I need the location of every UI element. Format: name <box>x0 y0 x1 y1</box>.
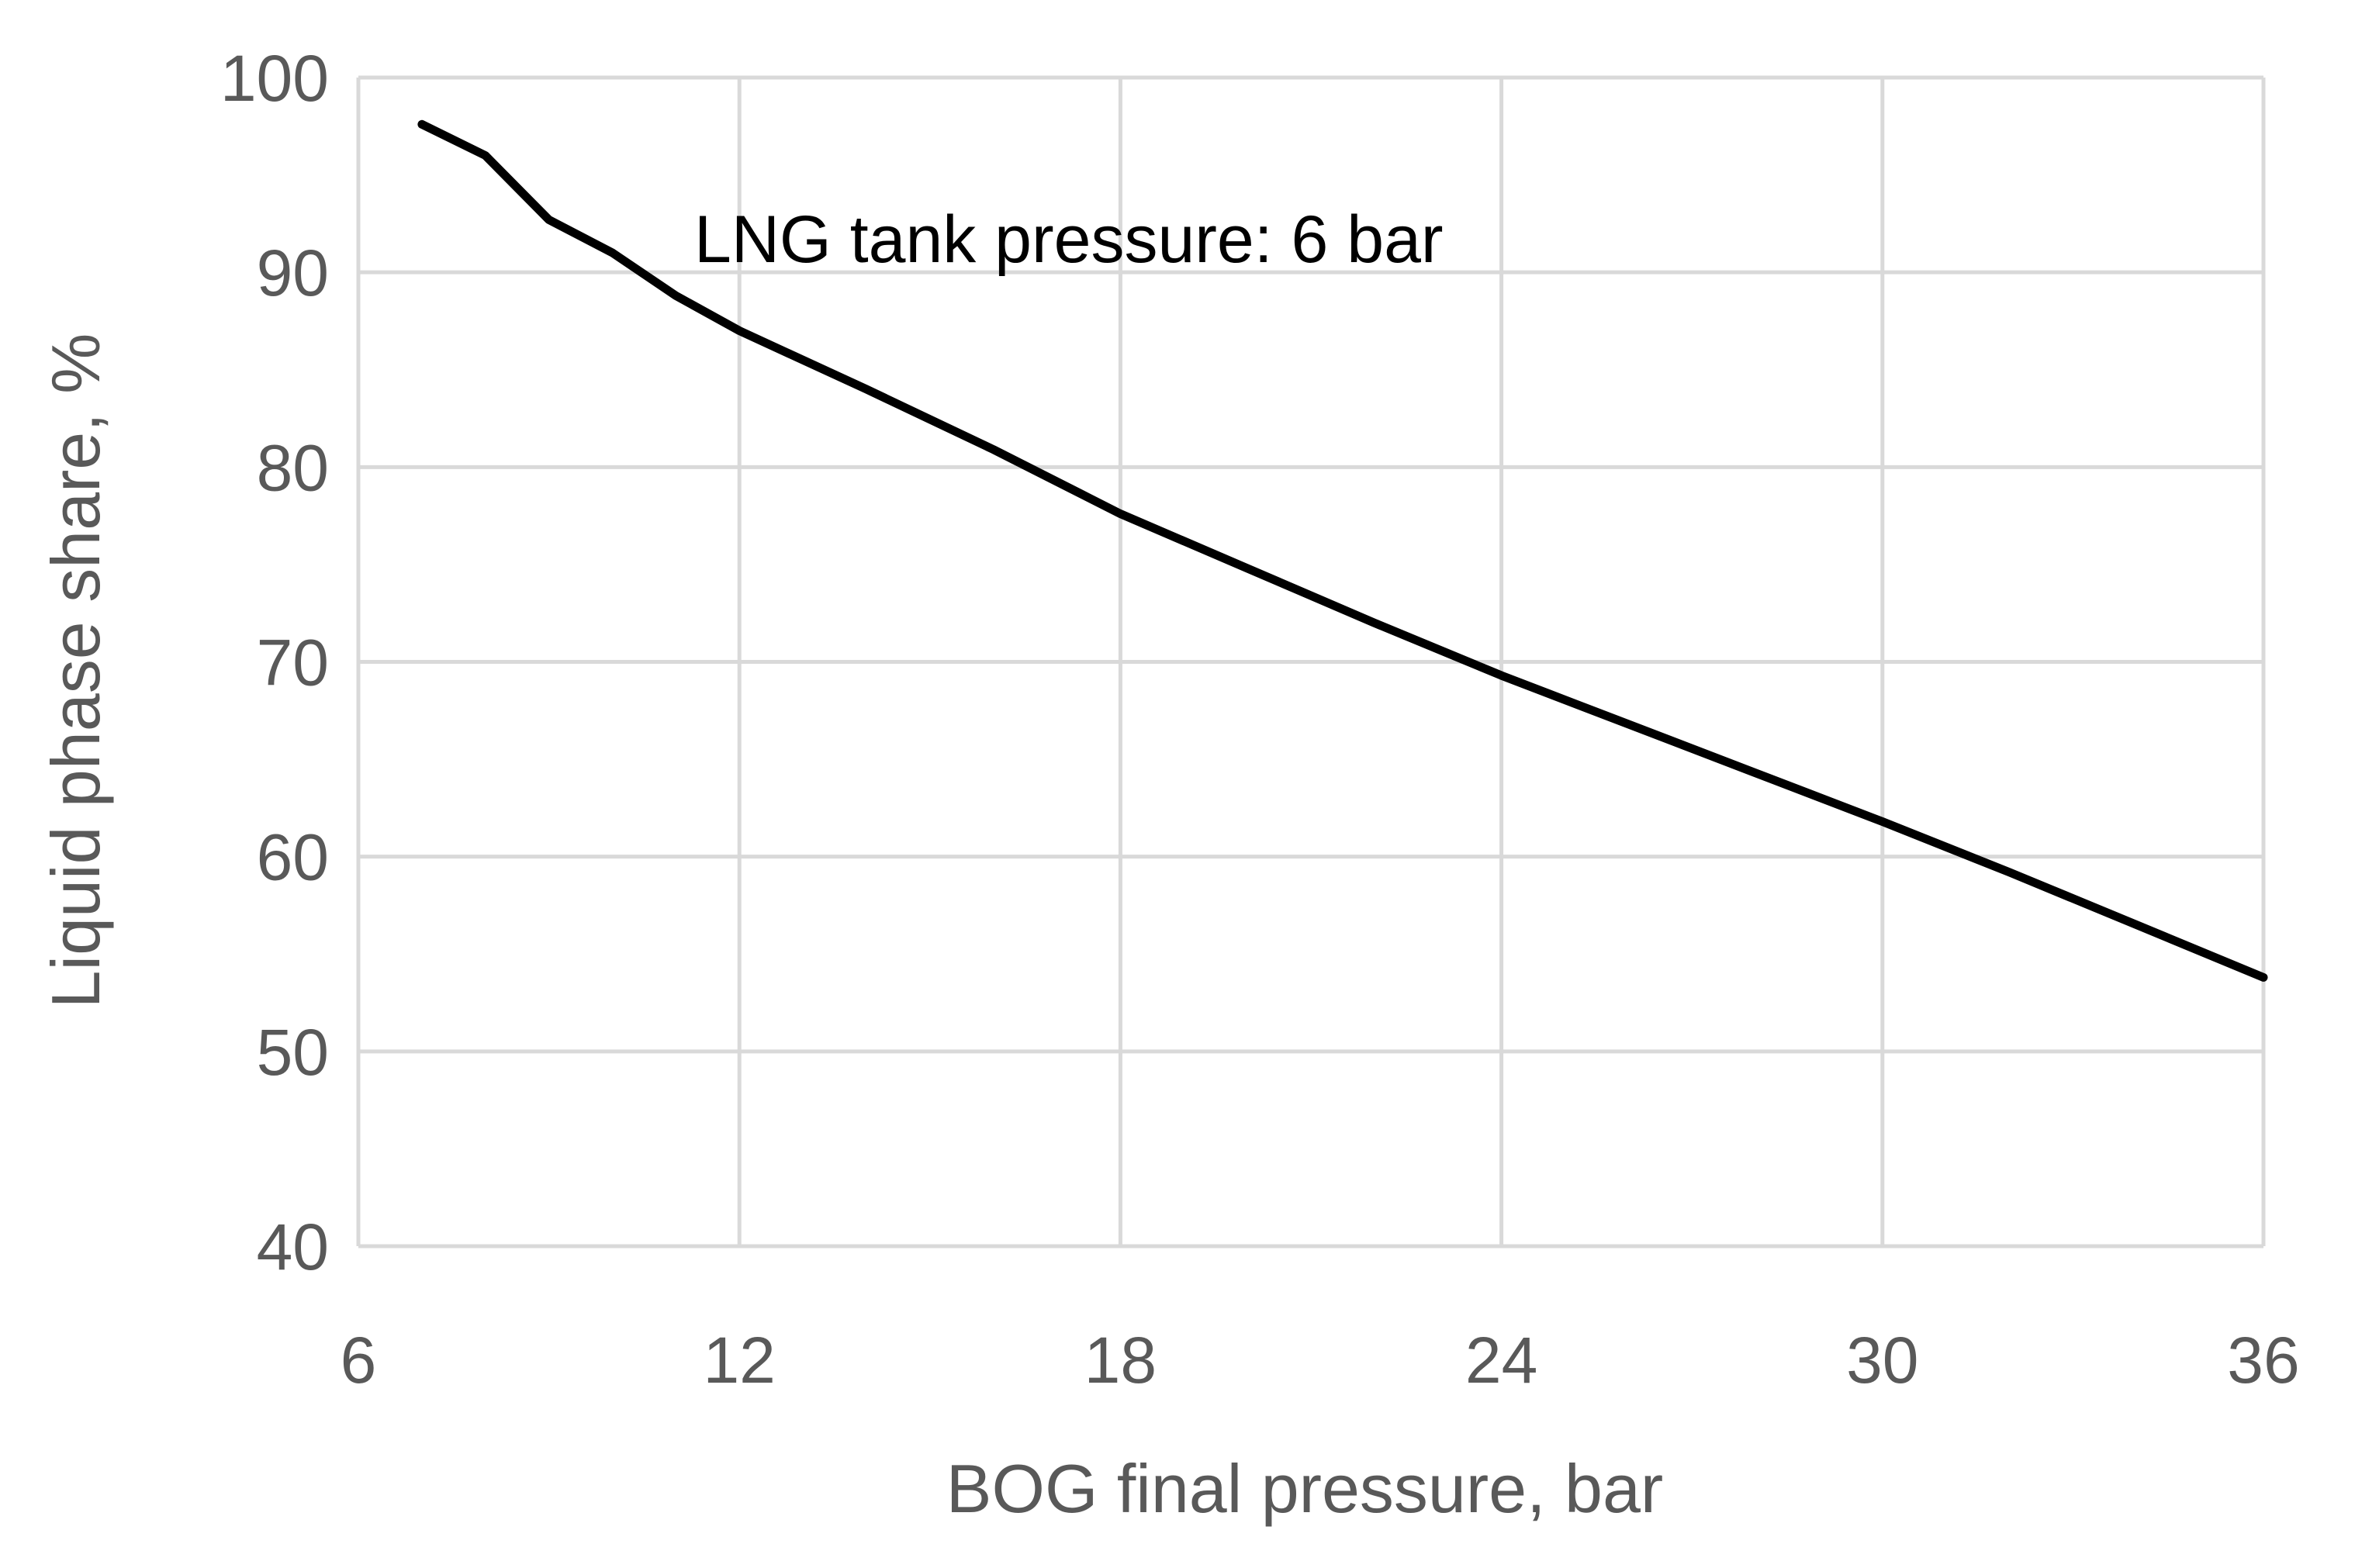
x-tick-label: 12 <box>703 1324 775 1397</box>
x-tick-label: 30 <box>1846 1324 1918 1397</box>
y-tick-label: 50 <box>257 1016 329 1089</box>
tick-labels: 6 12 18 24 30 36 40 50 60 70 80 90 100 <box>220 42 2300 1397</box>
x-tick-label: 36 <box>2227 1324 2299 1397</box>
annotation-label: LNG tank pressure: 6 bar <box>694 202 1444 277</box>
y-tick-label: 70 <box>257 627 329 699</box>
x-tick-label: 6 <box>341 1324 377 1397</box>
y-axis-title: Liquid phase share, % <box>37 333 114 1009</box>
y-tick-label: 80 <box>257 431 329 504</box>
y-tick-label: 40 <box>257 1211 329 1283</box>
x-axis-title: BOG final pressure, bar <box>946 1450 1663 1527</box>
axes <box>356 78 2263 1249</box>
y-tick-label: 100 <box>220 42 329 115</box>
y-tick-label: 90 <box>257 237 329 309</box>
x-tick-label: 24 <box>1465 1324 1537 1397</box>
series-line <box>417 119 2268 982</box>
series-layer <box>417 119 2268 982</box>
grid <box>358 75 2266 1246</box>
y-tick-label: 60 <box>257 821 329 894</box>
x-tick-label: 18 <box>1084 1324 1157 1397</box>
